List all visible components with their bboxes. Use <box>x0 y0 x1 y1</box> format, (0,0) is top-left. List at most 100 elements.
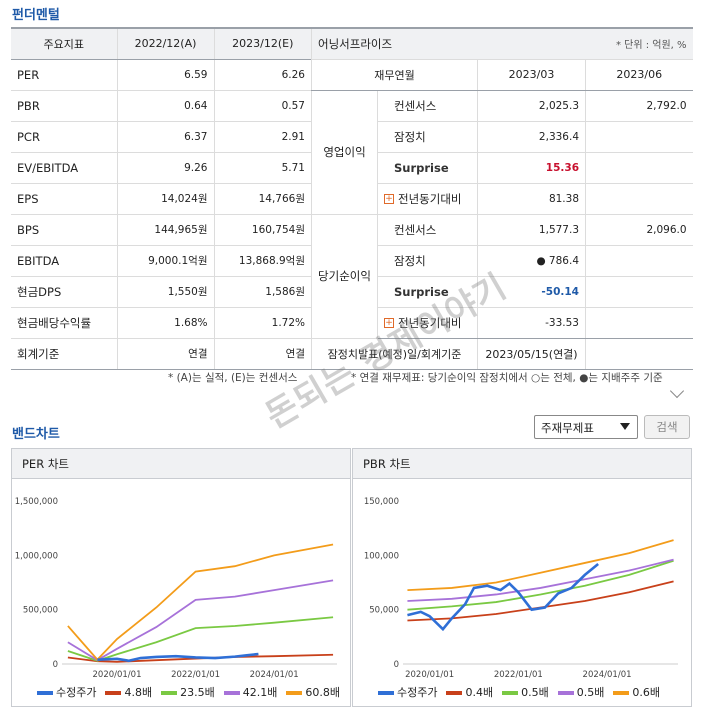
fundamentals-row-2023: 5.71 <box>213 152 311 184</box>
es-row-2023-03: -33.53 <box>477 307 586 339</box>
pbr-chart-legend: 수정주가 0.4배 0.5배 0.5배 0.6배 <box>353 684 691 700</box>
fundamentals-row-label: 회계기준 <box>11 338 117 370</box>
fundamentals-row-2022: 0.64 <box>116 90 214 122</box>
x-tick-label: 2024/01/01 <box>583 670 632 679</box>
legend-label: 0.5배 <box>576 686 605 699</box>
es-row-2023-06: 2,096.0 <box>584 214 693 246</box>
legend-item[interactable]: 0.5배 <box>557 686 605 699</box>
price-series-line <box>407 563 599 632</box>
x-tick-label: 2020/01/01 <box>93 670 142 679</box>
fundamentals-row-label: PCR <box>11 121 117 153</box>
chevron-down-icon <box>620 423 630 430</box>
es-row-2023-03: -50.14 <box>477 276 586 308</box>
expand-chevron-icon[interactable] <box>669 383 685 399</box>
band-series-line <box>407 539 674 592</box>
fundamentals-row-2022: 연결 <box>116 338 214 370</box>
fundamentals-row-2023: 연결 <box>213 338 311 370</box>
fundamentals-row-label: EV/EBITDA <box>11 152 117 184</box>
es-row-label[interactable]: + 전년동기대비 <box>377 307 478 339</box>
fundamentals-row-2022: 9,000.1억원 <box>116 245 214 277</box>
fundamentals-row-label: BPS <box>11 214 117 246</box>
legend-swatch <box>378 691 394 695</box>
legend-item[interactable]: 수정주가 <box>37 686 96 699</box>
x-tick-label: 2024/01/01 <box>250 670 299 679</box>
es-row-2023-06 <box>584 121 693 153</box>
select-value: 주재무제표 <box>541 421 594 435</box>
fundamentals-row: PER 6.59 6.26 <box>11 59 311 91</box>
y-tick-label: 0 <box>53 660 58 670</box>
band-series-line <box>67 653 334 663</box>
fundamentals-row: EPS 14,024원 14,766원 <box>11 183 311 215</box>
es-row-2023-06 <box>584 245 693 277</box>
es-row: 잠정치 ● 786.4 <box>312 245 693 277</box>
legend-label: 4.8배 <box>124 686 153 699</box>
pbr-chart-panel: PBR 차트 0 50,000 100,000 150,000 2020/01/01 20… <box>352 448 692 707</box>
y-tick-label: 50,000 <box>369 606 399 616</box>
pbr-chart-title: PBR 차트 <box>353 449 691 479</box>
es-row-2023-06: 2,792.0 <box>584 90 693 122</box>
es-row: + 전년동기대비 81.38 <box>312 183 693 215</box>
legend-label: 수정주가 <box>56 686 97 699</box>
legend-swatch <box>161 691 178 695</box>
es-header-2023-06: 2023/06 <box>584 59 693 91</box>
es-row-label: 컨센서스 <box>377 90 478 122</box>
es-row-label[interactable]: + 전년동기대비 <box>377 183 478 215</box>
es-row: 잠정치 2,336.4 <box>312 121 693 153</box>
legend-item[interactable]: 0.6배 <box>613 686 660 699</box>
y-tick-label: 1,500,000 <box>15 497 58 507</box>
plus-icon[interactable]: + <box>384 194 394 204</box>
legend-item[interactable]: 수정주가 <box>378 686 437 699</box>
legend-item[interactable]: 23.5배 <box>161 686 215 699</box>
legend-swatch <box>446 691 463 695</box>
fundamentals-footnote: * (A)는 실적, (E)는 컨센서스 <box>168 372 298 384</box>
fundamentals-row: EBITDA 9,000.1억원 13,868.9억원 <box>11 245 311 277</box>
legend-item[interactable]: 0.4배 <box>446 686 493 699</box>
legend-label: 수정주가 <box>397 686 438 699</box>
fundamentals-row-2023: 0.57 <box>213 90 311 122</box>
es-row-2023-06 <box>584 307 693 339</box>
es-row-2023-03: 2,025.3 <box>477 90 586 122</box>
search-button[interactable]: 검색 <box>644 415 690 439</box>
legend-item[interactable]: 60.8배 <box>286 686 340 699</box>
x-tick-label: 2022/01/01 <box>494 670 543 679</box>
per-chart-legend: 수정주가 4.8배 23.5배 42.1배 60.8배 <box>12 684 350 700</box>
fundamentals-row-2023: 13,868.9억원 <box>213 245 311 277</box>
plus-icon[interactable]: + <box>384 318 394 328</box>
es-title-row: 어닝서프라이즈 * 단위 : 억원, % <box>311 27 693 60</box>
es-group-net_income: 당기순이익 <box>311 214 378 339</box>
fundamentals-row-label: PBR <box>11 90 117 122</box>
legend-label: 0.6배 <box>632 686 660 699</box>
es-title: 어닝서프라이즈 <box>311 27 478 60</box>
band-series-line <box>407 558 674 602</box>
fundamentals-row: BPS 144,965원 160,754원 <box>11 214 311 246</box>
legend-label: 60.8배 <box>305 686 340 699</box>
legend-label: 0.5배 <box>521 686 549 699</box>
es-announce-value: 2023/05/15(연결) <box>477 338 586 370</box>
legend-item[interactable]: 4.8배 <box>105 686 152 699</box>
fundamentals-row: EV/EBITDA 9.26 5.71 <box>11 152 311 184</box>
es-footnote: * 연결 재무제표: 당기순이익 잠정치에서 ○는 전체, ●는 지배주주 기준 <box>351 372 663 384</box>
header-indicator: 주요지표 <box>11 27 117 60</box>
header-2023: 2023/12(E) <box>213 27 311 60</box>
fundamentals-row-2023: 160,754원 <box>213 214 311 246</box>
fundamentals-title: 펀더멘털 <box>12 8 60 23</box>
es-row: + 전년동기대비 -33.53 <box>312 307 693 339</box>
es-row-2023-06 <box>584 152 693 184</box>
legend-item[interactable]: 0.5배 <box>502 686 549 699</box>
fundamentals-row-2023: 6.26 <box>213 59 311 91</box>
fundamentals-row-2023: 2.91 <box>213 121 311 153</box>
fundamentals-row-2023: 1,586원 <box>213 276 311 308</box>
fundamentals-row-label: 현금배당수익률 <box>11 307 117 339</box>
legend-swatch <box>613 691 630 695</box>
y-tick-label: 1,000,000 <box>15 551 58 561</box>
es-row-2023-03: ● 786.4 <box>477 245 586 277</box>
legend-label: 42.1배 <box>242 686 278 699</box>
band-series-line <box>67 543 334 661</box>
fundamentals-row: PCR 6.37 2.91 <box>11 121 311 153</box>
legend-item[interactable]: 42.1배 <box>223 686 278 699</box>
y-tick-label: 100,000 <box>364 551 399 561</box>
fundamentals-row-label: EPS <box>11 183 117 215</box>
financial-statement-select[interactable]: 주재무제표 <box>534 415 638 439</box>
fundamentals-row-2022: 144,965원 <box>116 214 214 246</box>
fundamentals-row-2022: 6.37 <box>116 121 214 153</box>
